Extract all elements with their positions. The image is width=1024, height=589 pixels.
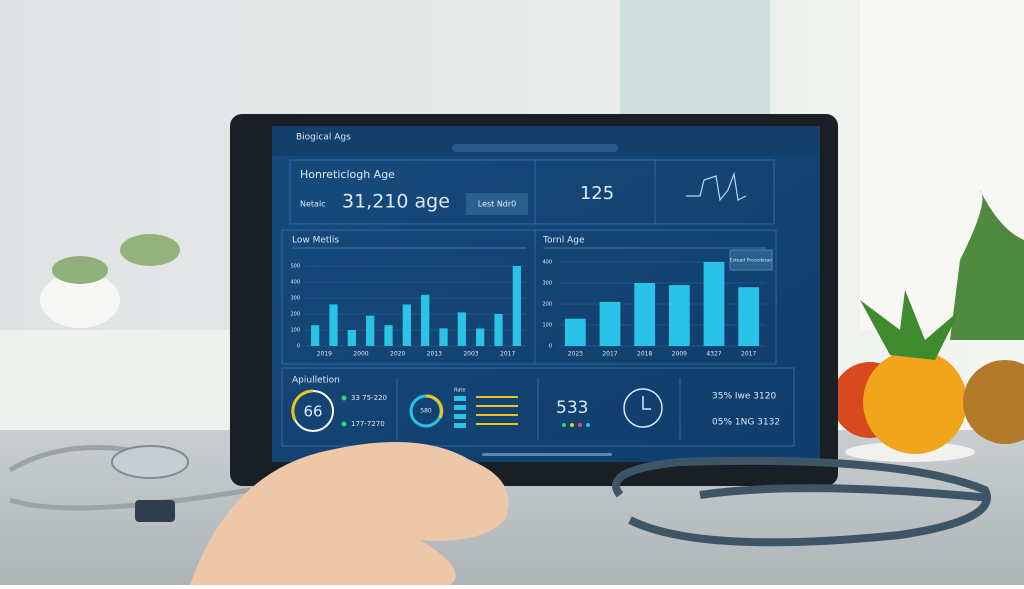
stat-2: 05% 1NG 3132 — [712, 418, 780, 428]
x-tick-label: 2003 — [463, 351, 478, 358]
heart-icon — [686, 171, 747, 202]
legend: Estead Procederan — [730, 258, 772, 264]
x-tick-label: 2017 — [500, 351, 515, 358]
y-tick-label: 100 — [290, 328, 300, 334]
summary-label: Netalc — [300, 200, 326, 209]
bar — [703, 262, 725, 346]
summary-title: Honreticlogh Age — [300, 168, 395, 181]
x-tick-label: 2000 — [353, 351, 368, 358]
y-tick-label: 400 — [542, 260, 552, 266]
fruit — [863, 350, 967, 454]
x-tick-label: 2020 — [390, 351, 405, 358]
ring-arc — [425, 394, 444, 419]
y-tick-label: 0 — [549, 344, 552, 350]
dot — [341, 421, 347, 427]
stethoscope — [612, 456, 991, 547]
hand — [190, 442, 509, 585]
bar — [402, 304, 411, 346]
y-tick-label: 100 — [542, 323, 552, 329]
x-tick-label: 2018 — [637, 351, 652, 358]
status-dots — [562, 423, 590, 427]
plant — [52, 256, 108, 284]
gauge-value: 66 — [303, 403, 322, 421]
x-tick-label: 2023 — [568, 351, 583, 358]
ring-label: Rate — [454, 388, 465, 394]
bar — [421, 294, 430, 346]
bar — [494, 314, 503, 346]
clock-hands — [642, 396, 651, 410]
y-tick-label: 400 — [290, 280, 300, 286]
y-tick-label: 300 — [542, 281, 552, 287]
pot — [40, 272, 120, 328]
stat-1: 35% Iwe 3120 — [712, 392, 776, 402]
bar — [512, 266, 521, 346]
leaves — [860, 290, 960, 360]
dot — [341, 395, 347, 401]
chart-title: Tornl Age — [542, 236, 585, 246]
plant — [120, 234, 180, 266]
x-tick-label: 2017 — [602, 351, 617, 358]
bar — [738, 287, 760, 346]
y-tick-label: 200 — [290, 312, 300, 318]
y-tick-label: 300 — [290, 296, 300, 302]
fruit — [963, 360, 1024, 444]
bar — [457, 312, 466, 346]
ring-value: 580 — [420, 408, 432, 415]
legend-box — [729, 249, 773, 271]
count: 125 — [580, 183, 614, 204]
bar — [476, 328, 485, 346]
y-tick-label: 500 — [290, 264, 300, 270]
search-bar — [452, 144, 618, 152]
screen — [272, 126, 820, 462]
bar — [311, 325, 320, 346]
shelf — [0, 330, 240, 430]
bar — [634, 283, 656, 346]
x-tick-label: 2009 — [672, 351, 687, 358]
chart-title: Low Metlis — [292, 236, 339, 246]
x-tick-label: 2019 — [317, 351, 332, 358]
gauge-arc — [291, 389, 314, 421]
home-bar — [482, 453, 612, 456]
bar — [347, 330, 356, 346]
plant — [950, 190, 1024, 340]
button[interactable] — [466, 193, 528, 215]
stethoscope-chest — [8, 445, 251, 522]
y-tick-label: 200 — [542, 302, 552, 308]
indicator-list — [454, 396, 518, 428]
bottom-title: Apiulletion — [292, 376, 340, 386]
bar — [439, 328, 448, 346]
clock — [623, 388, 663, 428]
x-tick-label: 4327 — [706, 351, 721, 358]
bar — [599, 301, 621, 346]
summary-value: 31,210 age — [342, 191, 450, 213]
line-2: 177-7270 — [351, 420, 385, 428]
x-tick-label: 2017 — [741, 351, 756, 358]
bar — [564, 318, 586, 346]
panels — [281, 159, 795, 447]
button-label[interactable]: Lest Ndr0 — [478, 200, 517, 209]
y-tick-label: 0 — [297, 344, 300, 350]
bar — [384, 325, 393, 346]
app-title: Biogical Ags — [296, 133, 351, 143]
bar — [366, 315, 375, 346]
line-1: 33 75-220 — [351, 394, 387, 402]
bar — [668, 285, 690, 346]
x-tick-label: 2013 — [427, 351, 442, 358]
bar — [329, 304, 338, 346]
metric: 533 — [556, 398, 588, 418]
